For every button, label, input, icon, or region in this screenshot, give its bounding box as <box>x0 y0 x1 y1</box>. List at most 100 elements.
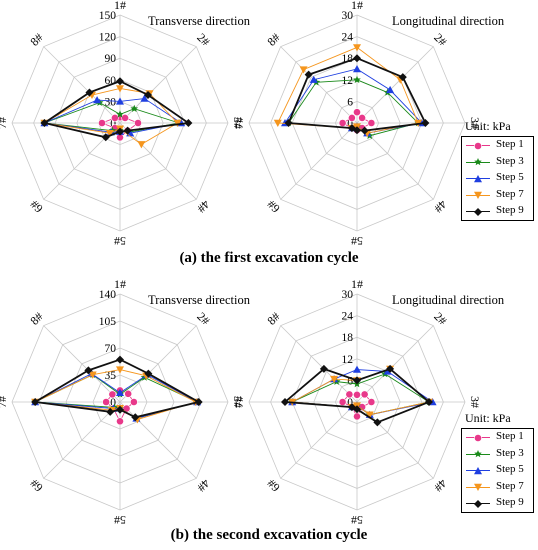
grid-spoke <box>119 325 197 403</box>
data-point <box>116 85 124 93</box>
legend-item: Step 5 <box>462 462 533 479</box>
data-point <box>338 119 347 127</box>
grid-spoke <box>43 401 121 479</box>
legend-item: Step 7 <box>462 479 533 496</box>
legend-label: Step 5 <box>496 171 524 183</box>
data-point <box>386 364 395 373</box>
data-point <box>184 119 193 127</box>
data-point <box>273 119 282 127</box>
data-point <box>116 388 124 396</box>
r-tick-label: 6 <box>347 96 353 108</box>
r-tick-label: 70 <box>105 343 117 355</box>
data-point <box>421 119 430 127</box>
data-point <box>194 398 203 406</box>
grid-spoke <box>119 401 197 479</box>
chart-title: Longitudinal direction <box>392 293 505 307</box>
data-point <box>338 398 347 406</box>
r-tick-label: 24 <box>342 32 354 44</box>
legend-marker <box>474 466 482 474</box>
r-tick-label: 90 <box>105 53 117 65</box>
data-point <box>348 114 356 122</box>
legend-marker <box>474 483 482 491</box>
r-tick-label: 0 <box>110 397 116 409</box>
r-tick-label: 30 <box>342 289 354 301</box>
r-tick-label: 35 <box>105 370 117 382</box>
data-point <box>140 94 149 102</box>
data-point <box>116 127 124 136</box>
legend-label: Step 1 <box>496 138 524 150</box>
legend-marker <box>474 191 482 199</box>
data-point <box>130 104 139 112</box>
data-point <box>425 398 433 406</box>
category-label: 8# <box>264 309 282 327</box>
category-label: 1# <box>351 0 363 12</box>
r-tick-label: 120 <box>99 32 117 44</box>
data-point <box>386 85 395 94</box>
legend-marker-circle-icon <box>474 433 482 442</box>
legend-marker-triangle-up-icon <box>474 174 482 182</box>
data-point <box>116 405 124 414</box>
legend-label: Step 9 <box>496 496 524 508</box>
data-point <box>116 110 124 118</box>
data-point <box>353 390 361 399</box>
category-label: 4# <box>194 476 212 494</box>
chart-title: Transverse direction <box>148 293 251 307</box>
data-point <box>353 376 361 385</box>
data-point <box>129 398 138 406</box>
data-point <box>367 119 376 127</box>
data-point <box>360 390 369 399</box>
data-point <box>330 375 339 384</box>
category-label: 1# <box>114 0 126 12</box>
data-point <box>353 44 361 52</box>
data-point <box>137 141 146 149</box>
data-point <box>144 90 153 99</box>
data-point <box>101 133 110 142</box>
legend-item: Step 5 <box>462 170 533 187</box>
category-label: 8# <box>27 309 45 327</box>
r-tick-label: 30 <box>342 10 354 22</box>
legend-title-first: Unit: kPa <box>465 119 511 133</box>
legend-marker-star-icon <box>474 450 482 458</box>
data-point <box>345 390 354 399</box>
category-label: 8# <box>27 30 45 48</box>
data-point <box>88 371 97 379</box>
r-tick-label: 150 <box>99 10 117 22</box>
category-label: 1# <box>351 277 363 291</box>
r-tick-label: 24 <box>342 311 354 323</box>
data-point <box>281 398 289 406</box>
data-point <box>116 97 124 105</box>
chart-title: Transverse direction <box>148 14 251 28</box>
data-point <box>383 367 392 375</box>
legend-second: Step 1 Step 3 Step 5 Step 7 Step 9 <box>461 428 534 513</box>
data-point <box>299 66 308 74</box>
grid-spoke <box>280 325 358 403</box>
legend-marker-circle-icon <box>474 141 482 150</box>
category-label: 6# <box>27 476 45 494</box>
data-point <box>134 119 142 127</box>
legend-label: Step 5 <box>496 463 524 475</box>
data-point <box>353 365 361 373</box>
grid-spoke <box>356 325 434 403</box>
category-label: 2# <box>194 309 212 327</box>
category-label: 6# <box>264 197 282 215</box>
data-point <box>111 114 119 122</box>
legend-item: Step 7 <box>462 187 533 204</box>
series-line-step-7 <box>290 368 430 416</box>
data-point <box>347 403 356 412</box>
legend-marker <box>474 433 482 442</box>
data-point <box>173 119 182 127</box>
data-point <box>353 412 361 421</box>
r-tick-label: 30 <box>105 96 117 108</box>
data-point <box>85 88 94 97</box>
data-point <box>84 366 93 375</box>
data-point <box>319 364 328 373</box>
caption-first-cycle: (a) the first excavation cycle <box>179 250 359 266</box>
data-point <box>353 65 361 73</box>
legend-item: Step 9 <box>462 495 533 512</box>
category-label: 7# <box>232 396 246 408</box>
data-point <box>353 54 361 63</box>
data-point <box>347 124 356 133</box>
